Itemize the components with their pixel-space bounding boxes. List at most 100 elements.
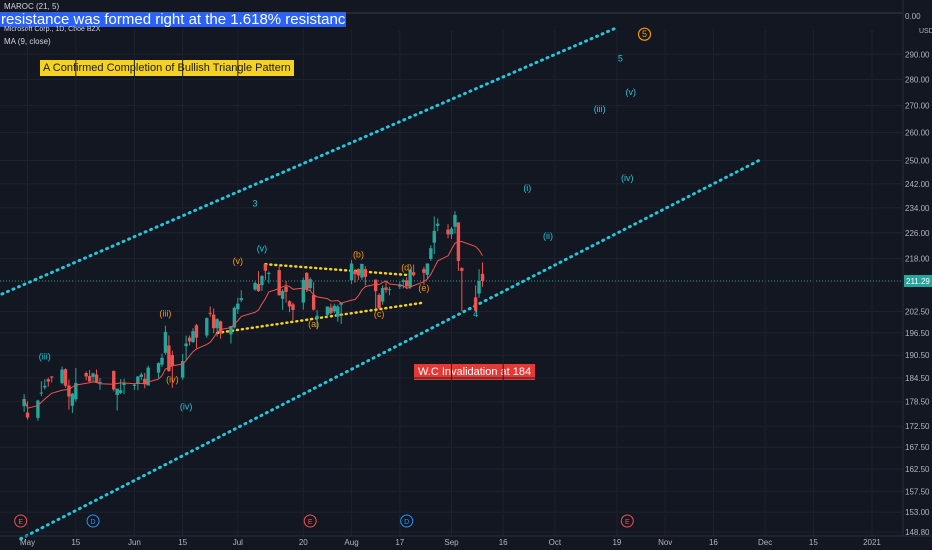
wave-label: 3 [253,198,258,208]
x-tick-label: Jun [128,538,141,547]
candle-body [308,279,312,289]
candle-body [156,363,161,373]
y-tick-label: 184.50 [905,374,930,383]
y-tick-label: 202.50 [905,307,930,316]
y-tick-label: 290.00 [905,50,930,59]
candle-body [373,279,378,292]
candle-body [122,382,126,386]
channel-line [19,157,764,541]
candle-body [211,314,216,329]
candle-body [139,374,144,377]
wave-circle [637,27,652,41]
candle-body [287,301,292,307]
candle-body [460,268,464,271]
candle-body [143,378,147,385]
dividend-marker [400,514,414,528]
symbol-title[interactable]: Microsoft Corp., 1D, Cboe BZX [4,26,101,33]
candle-body [356,268,361,276]
candle-body [411,272,416,276]
candle-body [39,392,44,394]
y-tick-label: 242.00 [905,180,930,189]
candle-body [325,306,330,315]
wave-label: (v) [625,87,636,97]
candle-body [91,373,95,377]
candle-body [118,390,123,393]
x-tick-label: Dec [758,538,772,547]
event-label: D [404,519,409,526]
channel-lines [0,26,764,541]
y-tick-label: 270.00 [905,101,930,110]
resistance-banner: resistance was formed right at the 1.618… [0,12,346,27]
candle-body [49,376,54,378]
price-axis: 290.00 280.00 270.00 260.00 250.00 242.00 234.… [902,0,932,550]
currency-label: USD [919,28,932,35]
x-tick-label: 17 [395,538,404,547]
candle-body [194,325,199,338]
candle-body [229,326,233,335]
candle-body [215,319,219,329]
y-tick-label: 172.50 [905,422,930,431]
candle-body [422,269,426,273]
candle-body [36,400,40,418]
channel-line [0,26,619,297]
candle-body [67,385,71,397]
triangle-completion-note: A Confirmed Completion of Bullish Triang… [40,60,294,76]
y-tick-label: 250.00 [905,157,930,166]
candle-body [408,269,412,288]
candle-body [473,297,478,311]
candle-body [218,321,223,334]
triangle-pattern [215,262,426,335]
candle-body [115,388,119,395]
candle-body [112,371,116,390]
wave-label: (b) [353,249,364,259]
candle-body [329,307,333,314]
candle-body [429,248,433,259]
candle-body [98,381,102,384]
x-tick-label: Sep [444,538,459,547]
event-label: E [308,519,313,526]
wave-label: 5 [618,54,623,64]
x-tick-label: 16 [499,538,508,547]
candle-body [260,275,264,286]
wave-label: (e) [418,283,429,293]
earnings-marker [14,514,28,528]
candle-body [74,383,78,400]
event-label: E [625,519,630,526]
wave-label: (ii) [543,231,553,241]
candle-body [380,288,385,302]
candle-body [336,306,340,317]
x-tick-label: 19 [612,538,621,547]
wave-label: 4 [473,309,478,319]
candle-body [449,228,454,235]
candle-body [332,305,337,312]
candle-body [263,264,268,271]
wave-label: (iv) [166,374,179,384]
dividend-marker [86,514,100,528]
candle-body [232,307,237,328]
candle-body [84,373,88,377]
candle-body [349,263,354,281]
x-tick-label: 15 [71,538,80,547]
candle-body [184,343,188,347]
x-tick-label: May [20,538,35,547]
candle-body [167,345,171,372]
wave-label: (i) [523,183,531,193]
candle-body [132,384,137,386]
wave-label: (iii) [39,352,51,362]
x-tick-label: Aug [344,538,358,547]
candle-body [236,303,240,310]
candle-body [432,230,436,243]
candle-body [208,312,212,314]
candle-body [384,287,388,290]
moving-average [23,240,483,409]
candle-body [315,315,319,319]
candle-body [22,398,26,407]
candle-body [360,263,364,278]
indicator-title: MAROC (21, 5) [4,2,60,11]
x-tick-label: Nov [658,538,672,547]
candle-body [136,376,140,384]
indicator-zero-label: 0.00 [905,12,921,21]
earnings-marker [303,514,317,528]
candle-body [160,357,164,365]
